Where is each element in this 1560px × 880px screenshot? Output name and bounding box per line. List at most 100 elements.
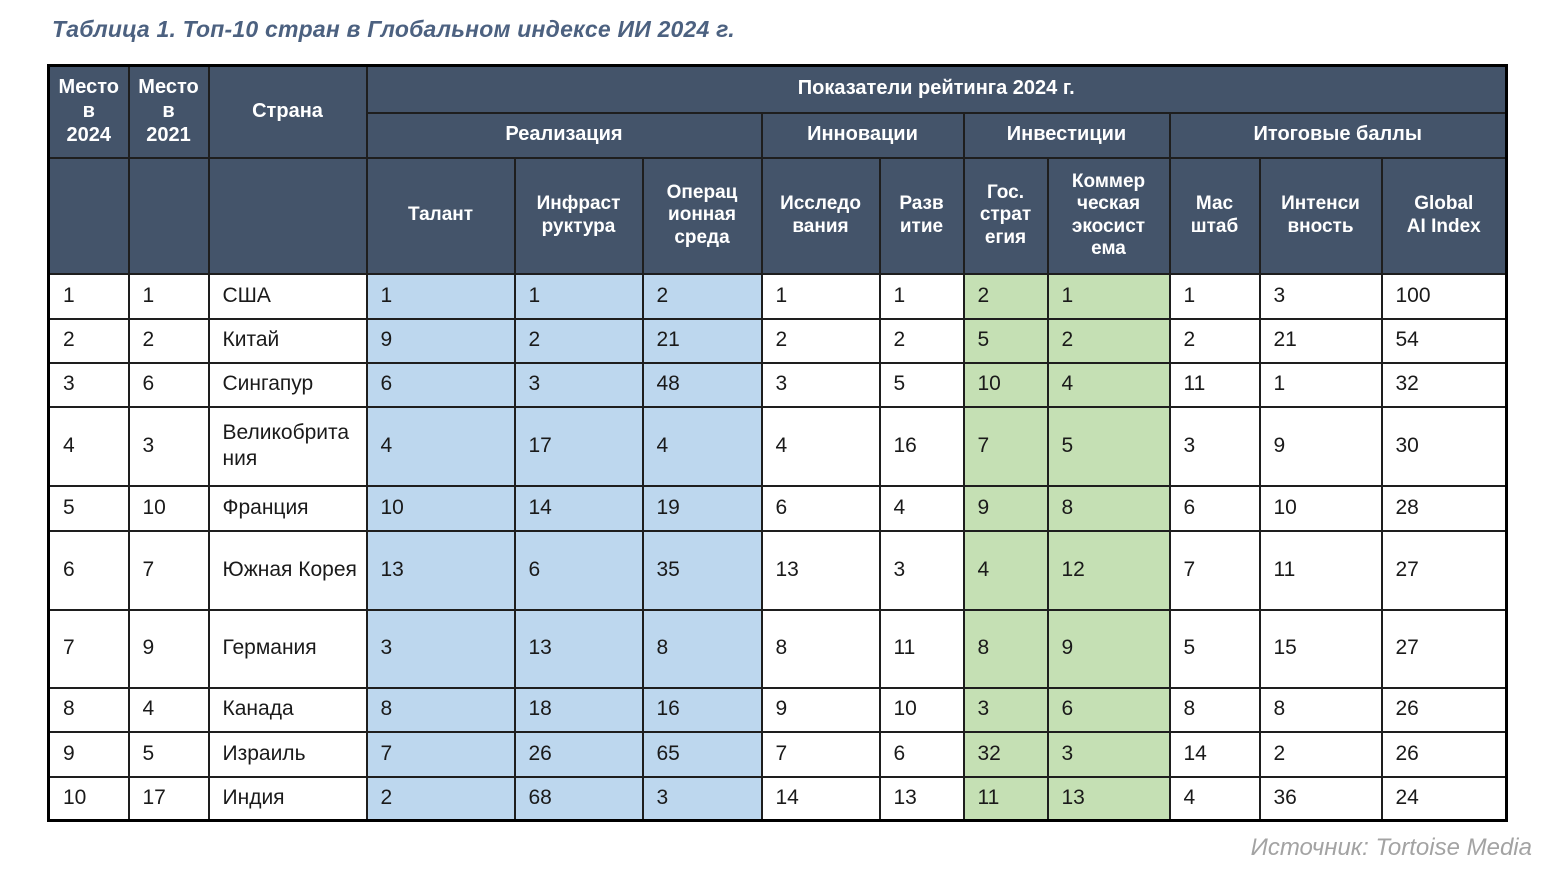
- value-cell: 1: [1168, 272, 1261, 320]
- rank-2021-cell: 3: [127, 405, 210, 487]
- country-cell: Франция: [207, 484, 368, 532]
- value-cell: 8: [641, 608, 763, 689]
- header-sub-development: Разв итие: [878, 156, 965, 275]
- value-cell: 14: [513, 484, 644, 532]
- value-cell: 13: [1046, 775, 1171, 822]
- value-cell: 4: [878, 484, 965, 532]
- header-group-innovation: Инновации: [760, 111, 965, 159]
- value-cell: 26: [1380, 686, 1508, 733]
- value-cell: 28: [1380, 484, 1508, 532]
- table-row: 8 4 Канада 8 18 16 9 10 3 6 8 8 26: [47, 686, 1508, 733]
- country-cell: Китай: [207, 317, 368, 364]
- header-blank-rank-2024: [47, 156, 130, 275]
- value-cell: 24: [1380, 775, 1508, 822]
- value-cell: 10: [365, 484, 516, 532]
- value-cell: 18: [513, 686, 644, 733]
- value-cell: 10: [878, 686, 965, 733]
- header-sub-talent: Талант: [365, 156, 516, 275]
- value-cell: 27: [1380, 529, 1508, 611]
- value-cell: 6: [513, 529, 644, 611]
- value-cell: 36: [1258, 775, 1383, 822]
- header-sub-gov-strategy: Гос. страт егия: [962, 156, 1049, 275]
- value-cell: 21: [1258, 317, 1383, 364]
- value-cell: 7: [962, 405, 1049, 487]
- table-row: 4 3 Великобритания 4 17 4 4 16 7 5 3 9 30: [47, 405, 1508, 487]
- value-cell: 9: [1046, 608, 1171, 689]
- value-cell: 8: [1046, 484, 1171, 532]
- source-note: Источник: Tortoise Media: [1250, 834, 1532, 861]
- value-cell: 14: [760, 775, 881, 822]
- rank-2024-cell: 9: [47, 730, 130, 778]
- country-cell: Германия: [207, 608, 368, 689]
- table-row: 5 10 Франция 10 14 19 6 4 9 8 6 10 28: [47, 484, 1508, 532]
- value-cell: 9: [760, 686, 881, 733]
- header-rank-2024: Место в 2024: [47, 64, 130, 159]
- value-cell: 6: [1046, 686, 1171, 733]
- value-cell: 7: [760, 730, 881, 778]
- table-row: 10 17 Индия 2 68 3 14 13 11 13 4 36 24: [47, 775, 1508, 822]
- value-cell: 2: [1046, 317, 1171, 364]
- rank-2024-cell: 6: [47, 529, 130, 611]
- value-cell: 7: [1168, 529, 1261, 611]
- value-cell: 15: [1258, 608, 1383, 689]
- rank-2021-cell: 10: [127, 484, 210, 532]
- value-cell: 2: [878, 317, 965, 364]
- value-cell: 5: [1046, 405, 1171, 487]
- value-cell: 32: [962, 730, 1049, 778]
- rank-2021-cell: 9: [127, 608, 210, 689]
- value-cell: 11: [1258, 529, 1383, 611]
- header-row-1: Место в 2024 Место в 2021 Страна Показат…: [47, 64, 1508, 159]
- country-cell: Израиль: [207, 730, 368, 778]
- header-row-2: Реализация Инновации Инвестиции Итоговые…: [49, 111, 1508, 159]
- rank-2024-cell: 1: [47, 272, 130, 320]
- table-row: 7 9 Германия 3 13 8 8 11 8 9 5 15 27: [47, 608, 1508, 689]
- rank-2024-cell: 8: [47, 686, 130, 733]
- value-cell: 3: [962, 686, 1049, 733]
- value-cell: 3: [1046, 730, 1171, 778]
- rank-2024-cell: 10: [47, 775, 130, 822]
- value-cell: 8: [1168, 686, 1261, 733]
- table-row: 2 2 Китай 9 2 21 2 2 5 2 2 21 54: [47, 317, 1508, 364]
- table-header: Место в 2024 Место в 2021 Страна Показат…: [47, 64, 1508, 275]
- value-cell: 32: [1380, 361, 1508, 408]
- value-cell: 13: [878, 775, 965, 822]
- value-cell: 5: [1168, 608, 1261, 689]
- value-cell: 14: [1168, 730, 1261, 778]
- table-title: Таблица 1. Топ-10 стран в Глобальном инд…: [52, 16, 735, 42]
- value-cell: 65: [641, 730, 763, 778]
- value-cell: 10: [1258, 484, 1383, 532]
- table-row: 9 5 Израиль 7 26 65 7 6 32 3 14 2 26: [47, 730, 1508, 778]
- value-cell: 26: [513, 730, 644, 778]
- value-cell: 2: [1168, 317, 1261, 364]
- value-cell: 1: [1046, 272, 1171, 320]
- header-group-totals: Итоговые баллы: [1168, 111, 1508, 159]
- table-row: 3 6 Сингапур 6 3 48 3 5 10 4 11 1 32: [47, 361, 1508, 408]
- rank-2021-cell: 1: [127, 272, 210, 320]
- value-cell: 8: [365, 686, 516, 733]
- value-cell: 4: [760, 405, 881, 487]
- country-cell: Великобритания: [207, 405, 368, 487]
- header-group-investment: Инвестиции: [962, 111, 1171, 159]
- value-cell: 2: [641, 272, 763, 320]
- rank-2024-cell: 3: [47, 361, 130, 408]
- value-cell: 4: [365, 405, 516, 487]
- rank-2021-cell: 4: [127, 686, 210, 733]
- value-cell: 30: [1380, 405, 1508, 487]
- value-cell: 9: [962, 484, 1049, 532]
- header-sub-infrastructure: Инфраст руктура: [513, 156, 644, 275]
- value-cell: 16: [878, 405, 965, 487]
- value-cell: 17: [513, 405, 644, 487]
- value-cell: 21: [641, 317, 763, 364]
- rank-2021-cell: 17: [127, 775, 210, 822]
- value-cell: 8: [1258, 686, 1383, 733]
- value-cell: 4: [962, 529, 1049, 611]
- country-cell: США: [207, 272, 368, 320]
- header-sub-global-ai-index: Global AI Index: [1380, 156, 1508, 275]
- value-cell: 6: [1168, 484, 1261, 532]
- value-cell: 2: [962, 272, 1049, 320]
- header-sub-operating-environment: Операц ионная среда: [641, 156, 763, 275]
- value-cell: 4: [641, 405, 763, 487]
- header-blank-rank-2021: [127, 156, 210, 275]
- value-cell: 3: [1258, 272, 1383, 320]
- value-cell: 8: [962, 608, 1049, 689]
